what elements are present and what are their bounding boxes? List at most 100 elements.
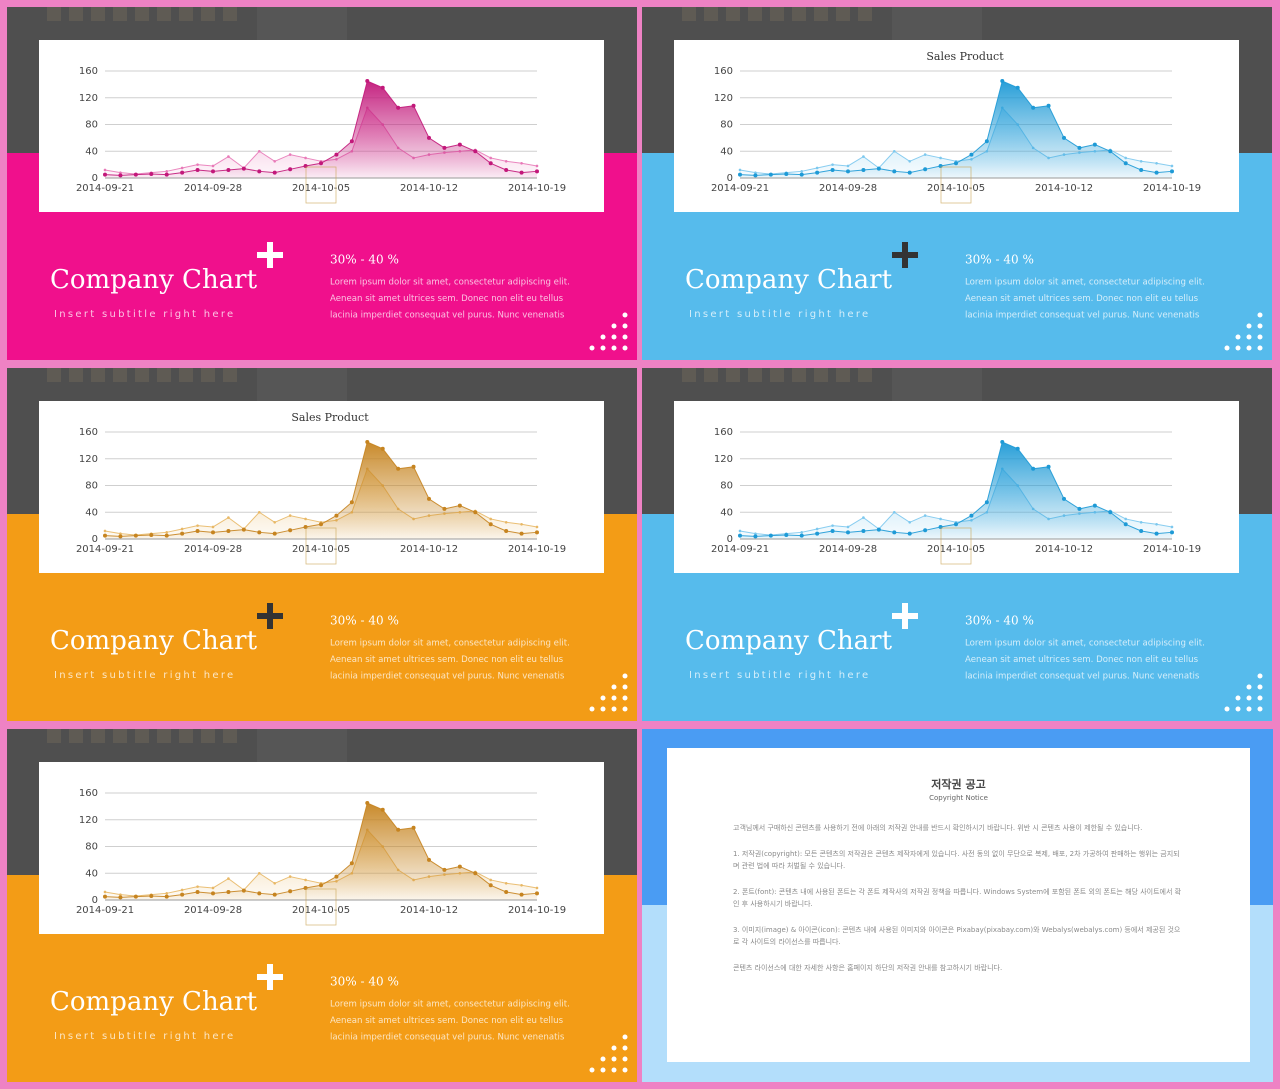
body-line: Lorem ipsum dolor sit amet, consectetur … — [330, 639, 570, 649]
point — [473, 871, 478, 876]
photo-detail — [69, 368, 83, 382]
point — [862, 155, 865, 158]
point — [1170, 164, 1174, 168]
photo-detail — [91, 7, 105, 21]
point — [1031, 466, 1036, 471]
x-tick-label: 2014-09-28 — [184, 544, 242, 555]
point — [1046, 103, 1051, 108]
point — [165, 531, 169, 534]
decor-dot — [611, 1067, 617, 1073]
point — [196, 885, 199, 888]
point — [1015, 85, 1020, 90]
x-tick-label: 2014-10-19 — [508, 544, 566, 555]
point — [396, 466, 401, 471]
point — [1108, 510, 1113, 515]
point — [1077, 506, 1082, 511]
point — [862, 516, 865, 519]
point — [1139, 520, 1143, 524]
point — [165, 892, 169, 895]
point — [241, 166, 246, 171]
slide: Sales Product 0 40 80 120 160 2014-09-21 2014-0… — [642, 7, 1272, 360]
decor-dot — [622, 312, 628, 318]
photo-detail — [47, 729, 61, 743]
slide-subtitle: Insert subtitle right here — [54, 1031, 236, 1042]
point — [442, 145, 447, 150]
photo-detail — [113, 7, 127, 21]
body-line: lacinia imperdiet consequat vel purus. N… — [965, 311, 1200, 321]
point — [196, 163, 199, 166]
decor-dot — [622, 706, 628, 712]
body-line: Aenean sit amet ultrices sem. Donec non … — [330, 294, 564, 304]
point — [1139, 167, 1144, 172]
point — [846, 164, 850, 168]
point — [504, 520, 508, 524]
point — [334, 513, 339, 518]
point — [907, 531, 912, 536]
photo-detail — [47, 368, 61, 382]
point — [319, 161, 323, 166]
point — [892, 530, 897, 535]
point — [211, 891, 215, 896]
x-tick-label: 2014-10-12 — [400, 905, 458, 916]
body-line: lacinia imperdiet consequat vel purus. N… — [330, 1033, 565, 1043]
photo-detail — [157, 729, 171, 743]
point — [1155, 161, 1158, 165]
point — [1170, 530, 1174, 535]
x-tick-label: 2014-09-28 — [819, 183, 877, 194]
point — [164, 894, 169, 899]
point — [211, 530, 215, 535]
point — [195, 528, 200, 533]
body-line: Aenean sit amet ultrices sem. Donec non … — [330, 655, 564, 665]
decor-dot — [1257, 334, 1263, 340]
slide-heading: Company Chart — [685, 265, 893, 295]
point — [411, 103, 416, 108]
x-tick-label: 2014-10-12 — [400, 183, 458, 194]
point — [457, 142, 462, 147]
point — [273, 159, 277, 163]
area-fill — [740, 81, 1172, 178]
slide-subtitle: Insert subtitle right here — [54, 670, 236, 681]
x-tick-label: 2014-10-05 — [292, 905, 350, 916]
photo-detail — [704, 7, 718, 21]
y-tick-label: 160 — [79, 66, 98, 77]
decor-dot — [1257, 323, 1263, 329]
point — [211, 164, 215, 168]
decor-dot — [600, 695, 606, 701]
logo — [305, 888, 337, 926]
point — [488, 522, 493, 527]
decor-dot — [1235, 345, 1241, 351]
chart-box — [674, 40, 1239, 212]
point — [830, 528, 835, 533]
plus-icon — [267, 603, 273, 629]
notice-title: 저작권 공고 — [931, 778, 986, 791]
point — [196, 524, 199, 527]
photo-detail — [814, 368, 828, 382]
point — [119, 532, 122, 535]
range-label: 30% - 40 % — [330, 253, 399, 267]
point — [118, 895, 123, 900]
photo-detail — [858, 368, 872, 382]
notice-paragraph: 콘텐츠 라이선스에 대한 자세한 사항은 홈페이지 하단의 저작권 안내를 참고… — [733, 964, 1003, 972]
point — [427, 496, 431, 501]
x-tick-label: 2014-09-21 — [76, 905, 134, 916]
decor-dot — [600, 345, 606, 351]
point — [164, 172, 169, 177]
plus-icon — [267, 242, 273, 268]
point — [535, 169, 539, 174]
point — [768, 533, 773, 538]
point — [535, 886, 539, 890]
point — [799, 172, 804, 177]
point — [892, 169, 897, 174]
slide: 0 40 80 120 160 2014-09-21 2014-09-28 2014-10-0… — [7, 729, 637, 1082]
decor-dot — [1246, 695, 1252, 701]
point — [504, 889, 509, 894]
photo-detail — [748, 368, 762, 382]
decor-dot — [1257, 673, 1263, 679]
point — [288, 167, 293, 172]
x-tick-label: 2014-10-05 — [927, 544, 985, 555]
decor-dot — [622, 334, 628, 340]
point — [1170, 169, 1174, 174]
decor-dot — [622, 1056, 628, 1062]
photo-detail — [836, 368, 850, 382]
body-line: Aenean sit amet ultrices sem. Donec non … — [965, 294, 1199, 304]
